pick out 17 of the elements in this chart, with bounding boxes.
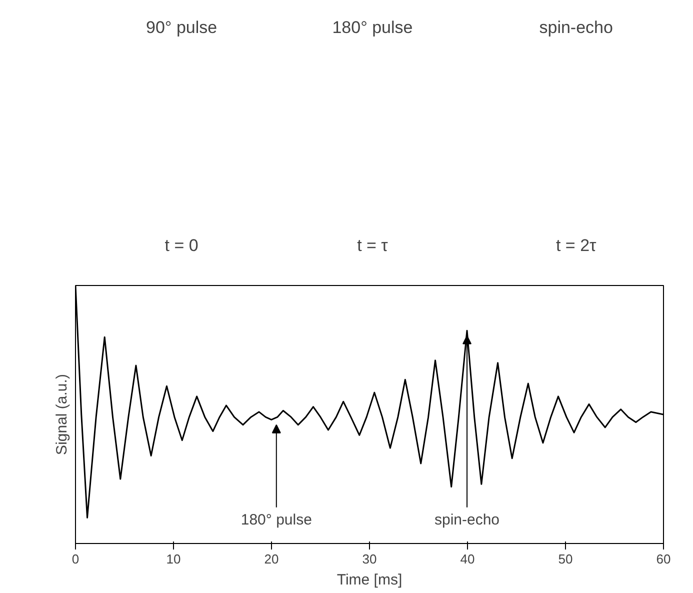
x-tick-label: 30 [362,552,377,566]
x-axis-title: Time [ms] [336,572,402,588]
text: 180° pulse [332,18,413,37]
text: t = τ [357,236,388,255]
text: spin-echo [539,18,613,37]
annotation: 180° pulse [240,511,312,528]
x-tick-label: 50 [558,552,573,566]
x-tick-label: 60 [656,552,671,566]
text: t = 0 [164,236,198,255]
text: t = 2τ [556,236,597,255]
x-tick-label: 40 [460,552,475,566]
x-tick-label: 0 [72,552,80,566]
text: 90° pulse [146,18,218,37]
x-tick-label: 20 [264,552,279,566]
x-tick-label: 10 [166,552,181,566]
annotation: spin-echo [434,511,500,528]
y-axis-title: Signal (a.u.) [54,374,70,455]
